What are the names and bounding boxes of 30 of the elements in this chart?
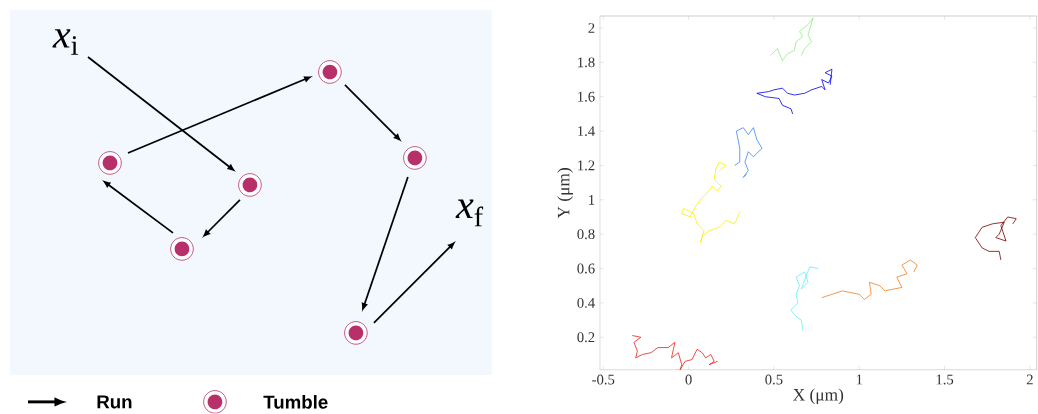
y-tick-label: 1.6 [578,91,595,102]
x-tick-label: 2 [1026,374,1033,385]
line-series [821,259,918,301]
y-tick-label: 1.4 [578,126,595,137]
x-tick-label: 0 [685,374,692,385]
y-axis-title: Y (μm) [557,168,573,219]
line-series [756,69,833,115]
text: x$_{i}$ [52,29,78,55]
line-series [974,216,1017,261]
y-tick-label: 1 [589,195,595,205]
line-series [631,335,718,371]
text: Run [97,395,132,409]
line-series [681,161,741,244]
text: Tumble [263,395,328,409]
x-tick-label: 0.5 [765,374,783,385]
x-tick-label: 1 [856,374,863,385]
x-axis-title: X (μm) [793,388,844,405]
line-series [770,17,814,62]
y-tick-label: 0.4 [577,298,595,309]
x-tick-label: -0.5 [592,374,615,385]
y-tick-label: 1.2 [578,160,595,171]
y-tick-label: 0.8 [577,229,595,240]
y-tick-label: 0.2 [577,332,595,343]
y-tick-label: 0.6 [577,263,595,274]
x-tick-label: 1.5 [936,374,954,385]
text: x$_{f}$ [455,199,484,227]
y-tick-label: 1.8 [578,57,595,68]
line-series [790,266,819,331]
line-series [734,127,763,179]
y-tick-label: 2 [588,23,595,34]
